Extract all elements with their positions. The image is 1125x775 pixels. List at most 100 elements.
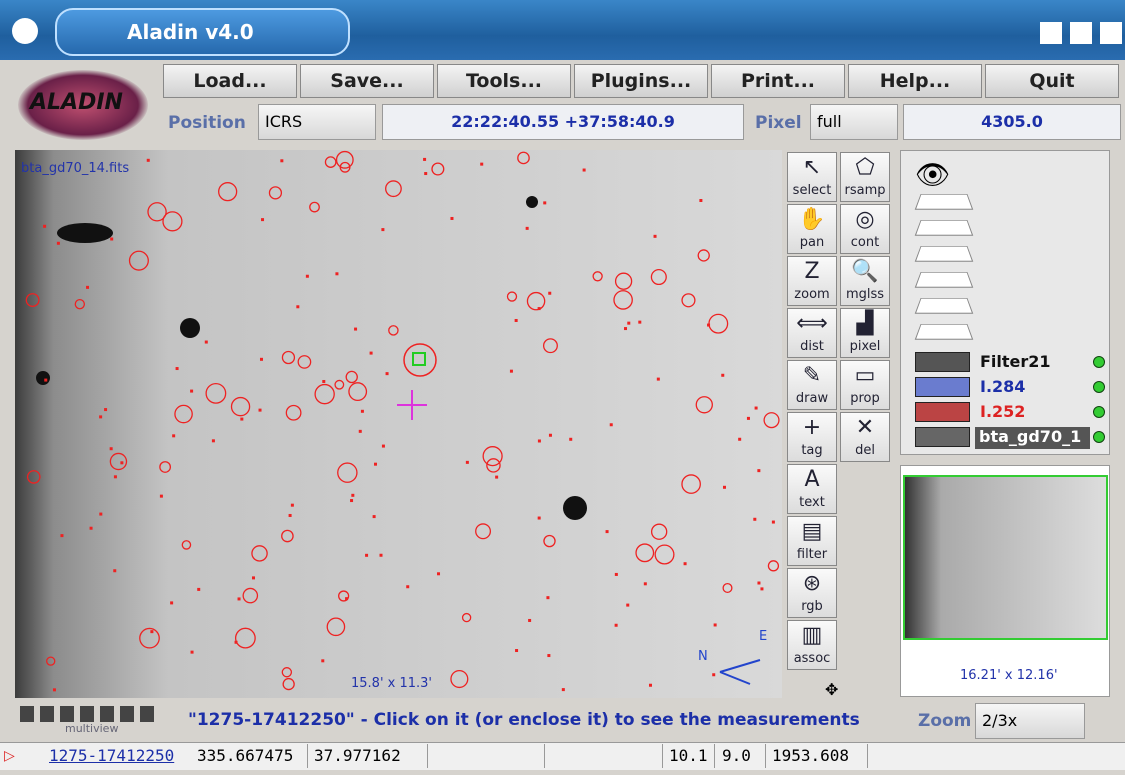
empty-layer-slot[interactable] <box>915 220 974 236</box>
source-marker[interactable] <box>424 172 427 175</box>
source-marker[interactable] <box>714 623 717 626</box>
source-marker[interactable] <box>755 407 758 410</box>
source-marker[interactable] <box>190 390 193 393</box>
source-marker[interactable] <box>176 367 179 370</box>
source-marker[interactable] <box>548 292 551 295</box>
source-marker[interactable] <box>160 495 163 498</box>
source-marker[interactable] <box>359 430 362 433</box>
source-marker[interactable] <box>654 235 657 238</box>
layer-icon[interactable] <box>915 402 970 422</box>
source-marker[interactable] <box>757 582 760 585</box>
source-marker[interactable] <box>466 461 469 464</box>
tool-button[interactable]: ✎draw <box>787 360 837 410</box>
source-marker[interactable] <box>240 418 243 421</box>
source-marker[interactable] <box>170 601 173 604</box>
layer-status[interactable] <box>1093 431 1105 443</box>
menu-button[interactable]: Plugins... <box>574 64 708 98</box>
tool-button[interactable]: ▭prop <box>840 360 890 410</box>
source-marker[interactable] <box>238 597 241 600</box>
tool-button[interactable]: ✋pan <box>787 204 837 254</box>
menu-button[interactable]: Tools... <box>437 64 571 98</box>
source-marker[interactable] <box>753 518 756 521</box>
source-marker[interactable] <box>386 372 389 375</box>
source-marker[interactable] <box>510 370 513 373</box>
image-view[interactable]: N E bta_gd70_14.fits 15.8' x 11.3' <box>15 150 782 698</box>
source-marker[interactable] <box>212 439 215 442</box>
menu-button[interactable]: Quit <box>985 64 1119 98</box>
tool-button[interactable]: 🔍mglss <box>840 256 890 306</box>
preview-image[interactable] <box>903 475 1108 640</box>
source-marker[interactable] <box>90 527 93 530</box>
resize-handle[interactable]: ✥ <box>825 680 838 699</box>
layer-icon[interactable] <box>915 427 970 447</box>
source-marker[interactable] <box>382 445 385 448</box>
tool-button[interactable]: ▤filter <box>787 516 837 566</box>
source-marker[interactable] <box>150 630 153 633</box>
layer-icon[interactable] <box>915 377 970 397</box>
source-marker[interactable] <box>627 322 630 325</box>
source-marker[interactable] <box>296 305 299 308</box>
frame-selector[interactable]: ICRS <box>258 104 376 140</box>
tool-button[interactable]: +tag <box>787 412 837 462</box>
menu-button[interactable]: Help... <box>848 64 982 98</box>
source-marker[interactable] <box>197 588 200 591</box>
source-marker[interactable] <box>110 447 113 450</box>
tool-button[interactable]: ⟺dist <box>787 308 837 358</box>
source-marker[interactable] <box>649 684 652 687</box>
source-marker[interactable] <box>99 415 102 418</box>
source-marker[interactable] <box>110 238 113 241</box>
tool-button[interactable]: ⬠rsamp <box>840 152 890 202</box>
source-marker[interactable] <box>252 576 255 579</box>
source-marker[interactable] <box>104 408 107 411</box>
source-marker[interactable] <box>747 417 750 420</box>
multiview-icons[interactable] <box>20 706 155 722</box>
source-marker[interactable] <box>707 324 710 327</box>
source-marker[interactable] <box>615 624 618 627</box>
maximize-button[interactable] <box>1070 22 1092 44</box>
source-marker[interactable] <box>43 225 46 228</box>
empty-layer-slot[interactable] <box>915 246 974 262</box>
source-marker[interactable] <box>528 619 531 622</box>
source-marker[interactable] <box>370 352 373 355</box>
source-marker[interactable] <box>543 201 546 204</box>
layer-name[interactable]: I.284 <box>980 377 1025 399</box>
empty-layer-slot[interactable] <box>915 272 974 288</box>
source-marker[interactable] <box>538 517 541 520</box>
source-marker[interactable] <box>291 504 294 507</box>
source-marker[interactable] <box>259 409 262 412</box>
source-marker[interactable] <box>480 163 483 166</box>
source-marker[interactable] <box>644 582 647 585</box>
layer-status[interactable] <box>1093 381 1105 393</box>
source-marker[interactable] <box>738 438 741 441</box>
source-marker[interactable] <box>569 438 572 441</box>
source-marker[interactable] <box>351 494 354 497</box>
source-marker[interactable] <box>606 530 609 533</box>
source-marker[interactable] <box>721 374 724 377</box>
source-marker[interactable] <box>538 439 541 442</box>
source-marker[interactable] <box>260 358 263 361</box>
source-marker[interactable] <box>515 649 518 652</box>
source-marker[interactable] <box>354 328 357 331</box>
source-marker[interactable] <box>437 572 440 575</box>
zoom-selector[interactable]: 2/3x <box>975 703 1085 739</box>
empty-layer-slot[interactable] <box>915 298 974 314</box>
layer-name[interactable]: bta_gd70_1 <box>975 427 1090 449</box>
source-marker[interactable] <box>120 461 123 464</box>
tool-button[interactable]: ▥assoc <box>787 620 837 670</box>
source-marker[interactable] <box>60 534 63 537</box>
source-marker[interactable] <box>114 475 117 478</box>
source-marker[interactable] <box>712 673 715 676</box>
source-marker[interactable] <box>345 597 348 600</box>
tool-button[interactable]: ⊛rgb <box>787 568 837 618</box>
source-marker[interactable] <box>657 378 660 381</box>
empty-layer-slot[interactable] <box>915 194 974 210</box>
source-marker[interactable] <box>515 319 518 322</box>
source-marker[interactable] <box>191 651 194 654</box>
source-marker[interactable] <box>57 242 60 245</box>
tool-button[interactable]: ◎cont <box>840 204 890 254</box>
source-marker[interactable] <box>53 688 56 691</box>
source-marker[interactable] <box>235 641 238 644</box>
source-marker[interactable] <box>583 169 586 172</box>
source-marker[interactable] <box>373 515 376 518</box>
